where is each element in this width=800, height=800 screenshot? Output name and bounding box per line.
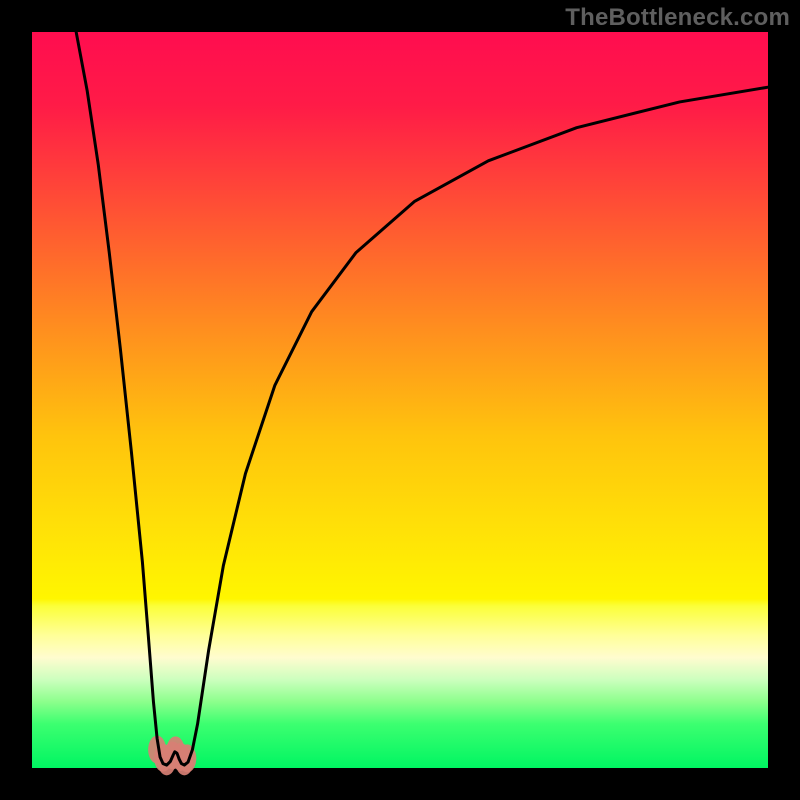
bottleneck-chart	[0, 0, 800, 800]
chart-stage: TheBottleneck.com	[0, 0, 800, 800]
watermark-label: TheBottleneck.com	[565, 4, 790, 32]
plot-background	[32, 32, 768, 768]
